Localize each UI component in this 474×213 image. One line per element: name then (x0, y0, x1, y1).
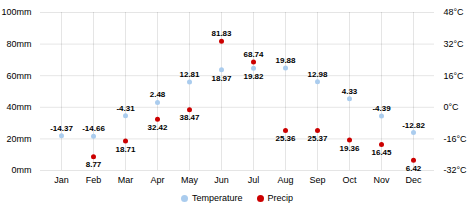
svg-text:8.77: 8.77 (86, 160, 102, 169)
svg-text:20mm: 20mm (6, 134, 31, 144)
svg-text:4.33: 4.33 (342, 87, 358, 96)
svg-text:-4.31: -4.31 (116, 104, 135, 113)
svg-text:16°C: 16°C (444, 71, 465, 81)
svg-text:25.37: 25.37 (307, 134, 328, 143)
svg-text:-4.39: -4.39 (372, 104, 391, 113)
svg-text:81.83: 81.83 (211, 29, 232, 38)
svg-text:Apr: Apr (150, 175, 164, 185)
svg-text:Feb: Feb (86, 175, 102, 185)
svg-text:0°C: 0°C (444, 102, 460, 112)
svg-text:18.97: 18.97 (211, 74, 232, 83)
svg-text:-14.37: -14.37 (50, 124, 73, 133)
svg-text:100mm: 100mm (1, 7, 31, 17)
svg-text:0mm: 0mm (12, 165, 32, 175)
svg-text:Oct: Oct (342, 175, 357, 185)
svg-text:-16°C: -16°C (444, 134, 468, 144)
svg-text:Jun: Jun (214, 175, 229, 185)
svg-text:-14.66: -14.66 (82, 124, 105, 133)
svg-text:Nov: Nov (373, 175, 390, 185)
svg-text:6.42: 6.42 (406, 164, 422, 173)
svg-text:-12.82: -12.82 (402, 121, 425, 130)
svg-text:60mm: 60mm (6, 71, 31, 81)
svg-text:12.81: 12.81 (179, 70, 200, 79)
svg-text:19.88: 19.88 (275, 56, 296, 65)
svg-text:32°C: 32°C (444, 39, 465, 49)
svg-text:16.45: 16.45 (371, 148, 392, 157)
svg-text:19.36: 19.36 (339, 144, 360, 153)
svg-text:40mm: 40mm (6, 102, 31, 112)
svg-text:2.48: 2.48 (150, 90, 166, 99)
svg-text:Jul: Jul (248, 175, 260, 185)
svg-text:Dec: Dec (405, 175, 422, 185)
svg-text:48°C: 48°C (444, 7, 465, 17)
svg-text:May: May (181, 175, 199, 185)
svg-text:38.47: 38.47 (179, 113, 200, 122)
svg-text:Mar: Mar (118, 175, 134, 185)
svg-text:12.98: 12.98 (307, 70, 328, 79)
svg-text:80mm: 80mm (6, 39, 31, 49)
html-text:Precip: Precip (267, 193, 293, 203)
svg-text:Jan: Jan (54, 175, 69, 185)
html-text:Temperature: Temperature (192, 193, 243, 203)
svg-text:25.36: 25.36 (275, 134, 296, 143)
svg-text:68.74: 68.74 (243, 50, 264, 59)
svg-text:Aug: Aug (277, 175, 293, 185)
svg-text:-32°C: -32°C (444, 165, 468, 175)
svg-text:Sep: Sep (309, 175, 325, 185)
svg-text:18.71: 18.71 (115, 145, 136, 154)
svg-text:32.42: 32.42 (147, 123, 168, 132)
svg-text:19.82: 19.82 (243, 72, 264, 81)
